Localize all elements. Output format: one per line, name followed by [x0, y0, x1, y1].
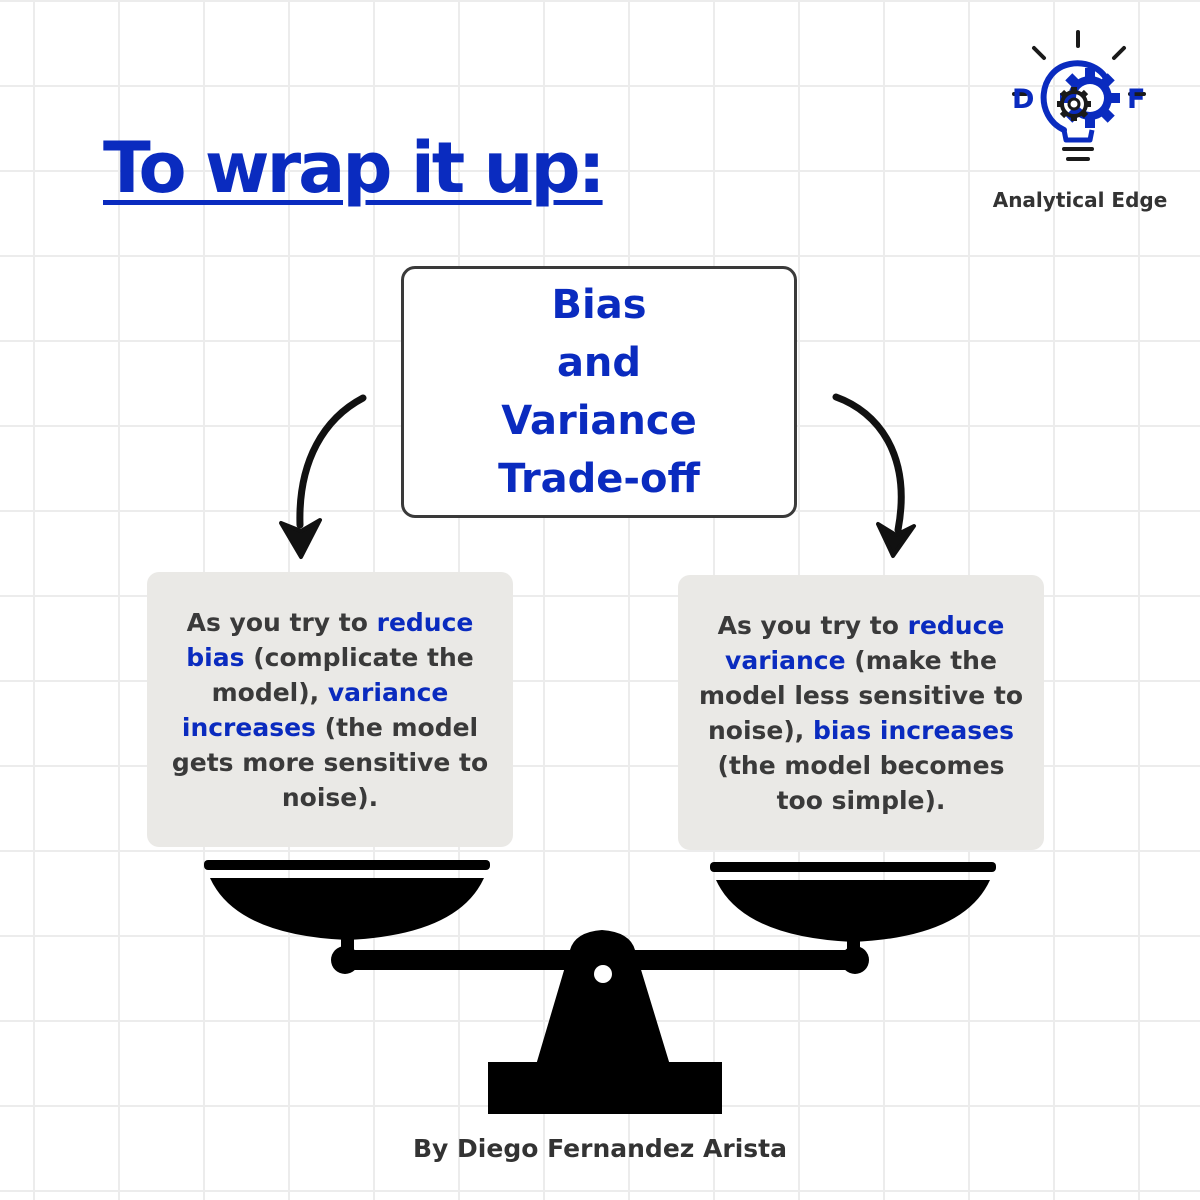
curved-arrow-right-icon	[832, 393, 916, 558]
tradeoff-title-line: and	[556, 340, 642, 386]
author-credit: By Diego Fernandez Arista	[413, 1134, 787, 1163]
text-segment: (make the model less sensitive to noise)…	[698, 645, 1024, 745]
reduce-variance-card: As you try to reduce variance (make the …	[678, 575, 1044, 850]
text-segment: (the model gets more sensitive to noise)…	[171, 712, 489, 812]
gear-icon	[1060, 68, 1120, 128]
text-segment: (complicate the model),	[211, 642, 474, 707]
left-pan-rim	[204, 860, 490, 870]
highlight-segment: variance increases	[181, 677, 449, 742]
reduce-bias-text: As you try to reduce bias (complicate th…	[165, 605, 495, 815]
fulcrum-pivot	[594, 965, 612, 983]
page-title: To wrap it up:	[103, 127, 606, 209]
right-pan-rim	[710, 862, 996, 872]
highlight-segment: reduce bias	[186, 607, 474, 672]
reduce-variance-text: As you try to reduce variance (make the …	[696, 608, 1026, 818]
brand-logo: D F Analytical Edge	[990, 28, 1170, 218]
highlight-segment: reduce variance	[725, 610, 1005, 675]
logo-letter-f: F	[1127, 84, 1146, 115]
tradeoff-title-line: Trade-off	[498, 456, 700, 502]
tradeoff-title-box: Bias and Variance Trade-off	[401, 266, 797, 518]
text-segment: As you try to	[717, 610, 908, 640]
text-segment: As you try to	[186, 607, 377, 637]
text-segment: (the model becomes too simple).	[717, 750, 1005, 815]
reduce-bias-card: As you try to reduce bias (complicate th…	[147, 572, 513, 847]
curved-arrow-left-icon	[279, 394, 367, 559]
brand-name: Analytical Edge	[992, 188, 1168, 212]
lightbulb-icon	[1012, 30, 1146, 161]
highlight-segment: bias increases	[813, 715, 1014, 745]
left-pan	[210, 878, 484, 940]
tradeoff-title-line: Variance	[501, 398, 697, 444]
scale-base	[488, 1062, 722, 1114]
tradeoff-title-line: Bias	[551, 282, 647, 328]
logo-letter-d: D	[1012, 84, 1035, 115]
right-pan	[716, 880, 990, 942]
scale-fulcrum	[536, 930, 670, 1065]
